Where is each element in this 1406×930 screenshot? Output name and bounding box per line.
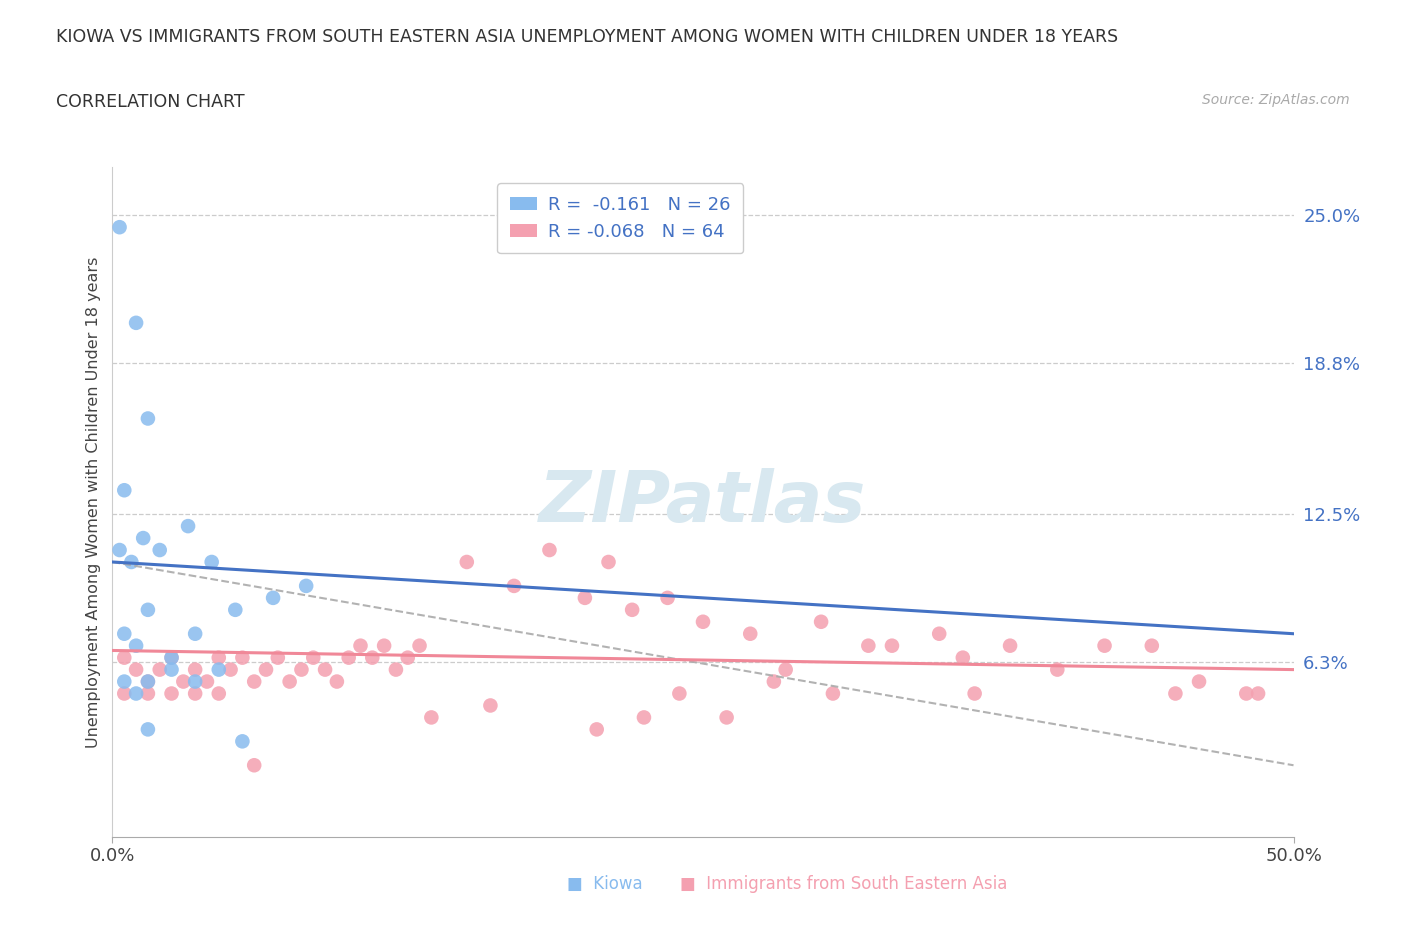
Text: ■  Kiowa: ■ Kiowa [567,875,643,893]
Point [136,722,159,737]
Point [108,542,131,557]
Point [149,662,172,677]
Point [598,554,620,569]
Point [952,650,974,665]
Point [231,650,253,665]
Point [125,638,148,653]
Point [112,686,135,701]
Point [692,615,714,630]
Point [314,662,336,677]
Point [1234,686,1257,701]
Point [219,662,242,677]
Point [201,554,224,569]
Point [302,650,325,665]
Point [1094,638,1116,653]
Point [112,483,135,498]
Point [208,650,231,665]
Point [408,638,430,653]
Point [373,638,395,653]
Point [456,554,478,569]
Point [337,650,360,665]
Point [621,603,644,618]
Point [254,662,277,677]
Point [361,650,384,665]
Point [1164,686,1187,701]
Point [503,578,526,593]
Point [243,674,266,689]
Point [243,758,266,773]
Point [132,531,155,546]
Point [1247,686,1270,701]
Text: Source: ZipAtlas.com: Source: ZipAtlas.com [1202,93,1350,107]
Point [775,662,797,677]
Point [762,674,785,689]
Point [120,554,142,569]
Point [880,638,903,653]
Point [295,578,318,593]
Point [112,674,135,689]
Point [231,734,253,749]
Text: ■  Immigrants from South Eastern Asia: ■ Immigrants from South Eastern Asia [681,875,1007,893]
Point [1046,662,1069,677]
Text: ZIPatlas: ZIPatlas [540,468,866,537]
Y-axis label: Unemployment Among Women with Children Under 18 years: Unemployment Among Women with Children U… [86,257,101,748]
Point [1140,638,1163,653]
Point [160,650,183,665]
Point [633,710,655,724]
Point [172,674,194,689]
Point [125,686,148,701]
Point [349,638,371,653]
Point [668,686,690,701]
Point [585,722,607,737]
Text: KIOWA VS IMMIGRANTS FROM SOUTH EASTERN ASIA UNEMPLOYMENT AMONG WOMEN WITH CHILDR: KIOWA VS IMMIGRANTS FROM SOUTH EASTERN A… [56,28,1118,46]
Legend: R =  -0.161   N = 26, R = -0.068   N = 64: R = -0.161 N = 26, R = -0.068 N = 64 [498,183,744,254]
Point [267,650,290,665]
Point [810,615,832,630]
Point [160,650,183,665]
Point [224,603,246,618]
Point [136,674,159,689]
Point [136,674,159,689]
Point [479,698,502,713]
Point [108,219,131,234]
Point [574,591,596,605]
Point [657,591,679,605]
Point [858,638,880,653]
Point [160,686,183,701]
Point [136,411,159,426]
Point [195,674,218,689]
Point [963,686,986,701]
Point [136,686,159,701]
Point [1188,674,1211,689]
Point [184,626,207,641]
Point [112,650,135,665]
Point [998,638,1021,653]
Point [112,626,135,641]
Point [326,674,349,689]
Point [821,686,844,701]
Point [184,662,207,677]
Point [420,710,443,724]
Point [125,662,148,677]
Point [740,626,762,641]
Point [160,662,183,677]
Point [177,519,200,534]
Point [184,674,207,689]
Point [208,662,231,677]
Point [278,674,301,689]
Point [396,650,419,665]
Point [716,710,738,724]
Point [184,686,207,701]
Point [125,315,148,330]
Point [538,542,561,557]
Point [208,686,231,701]
Point [149,542,172,557]
Text: CORRELATION CHART: CORRELATION CHART [56,93,245,111]
Point [262,591,284,605]
Point [928,626,950,641]
Point [136,603,159,618]
Point [385,662,408,677]
Point [290,662,312,677]
